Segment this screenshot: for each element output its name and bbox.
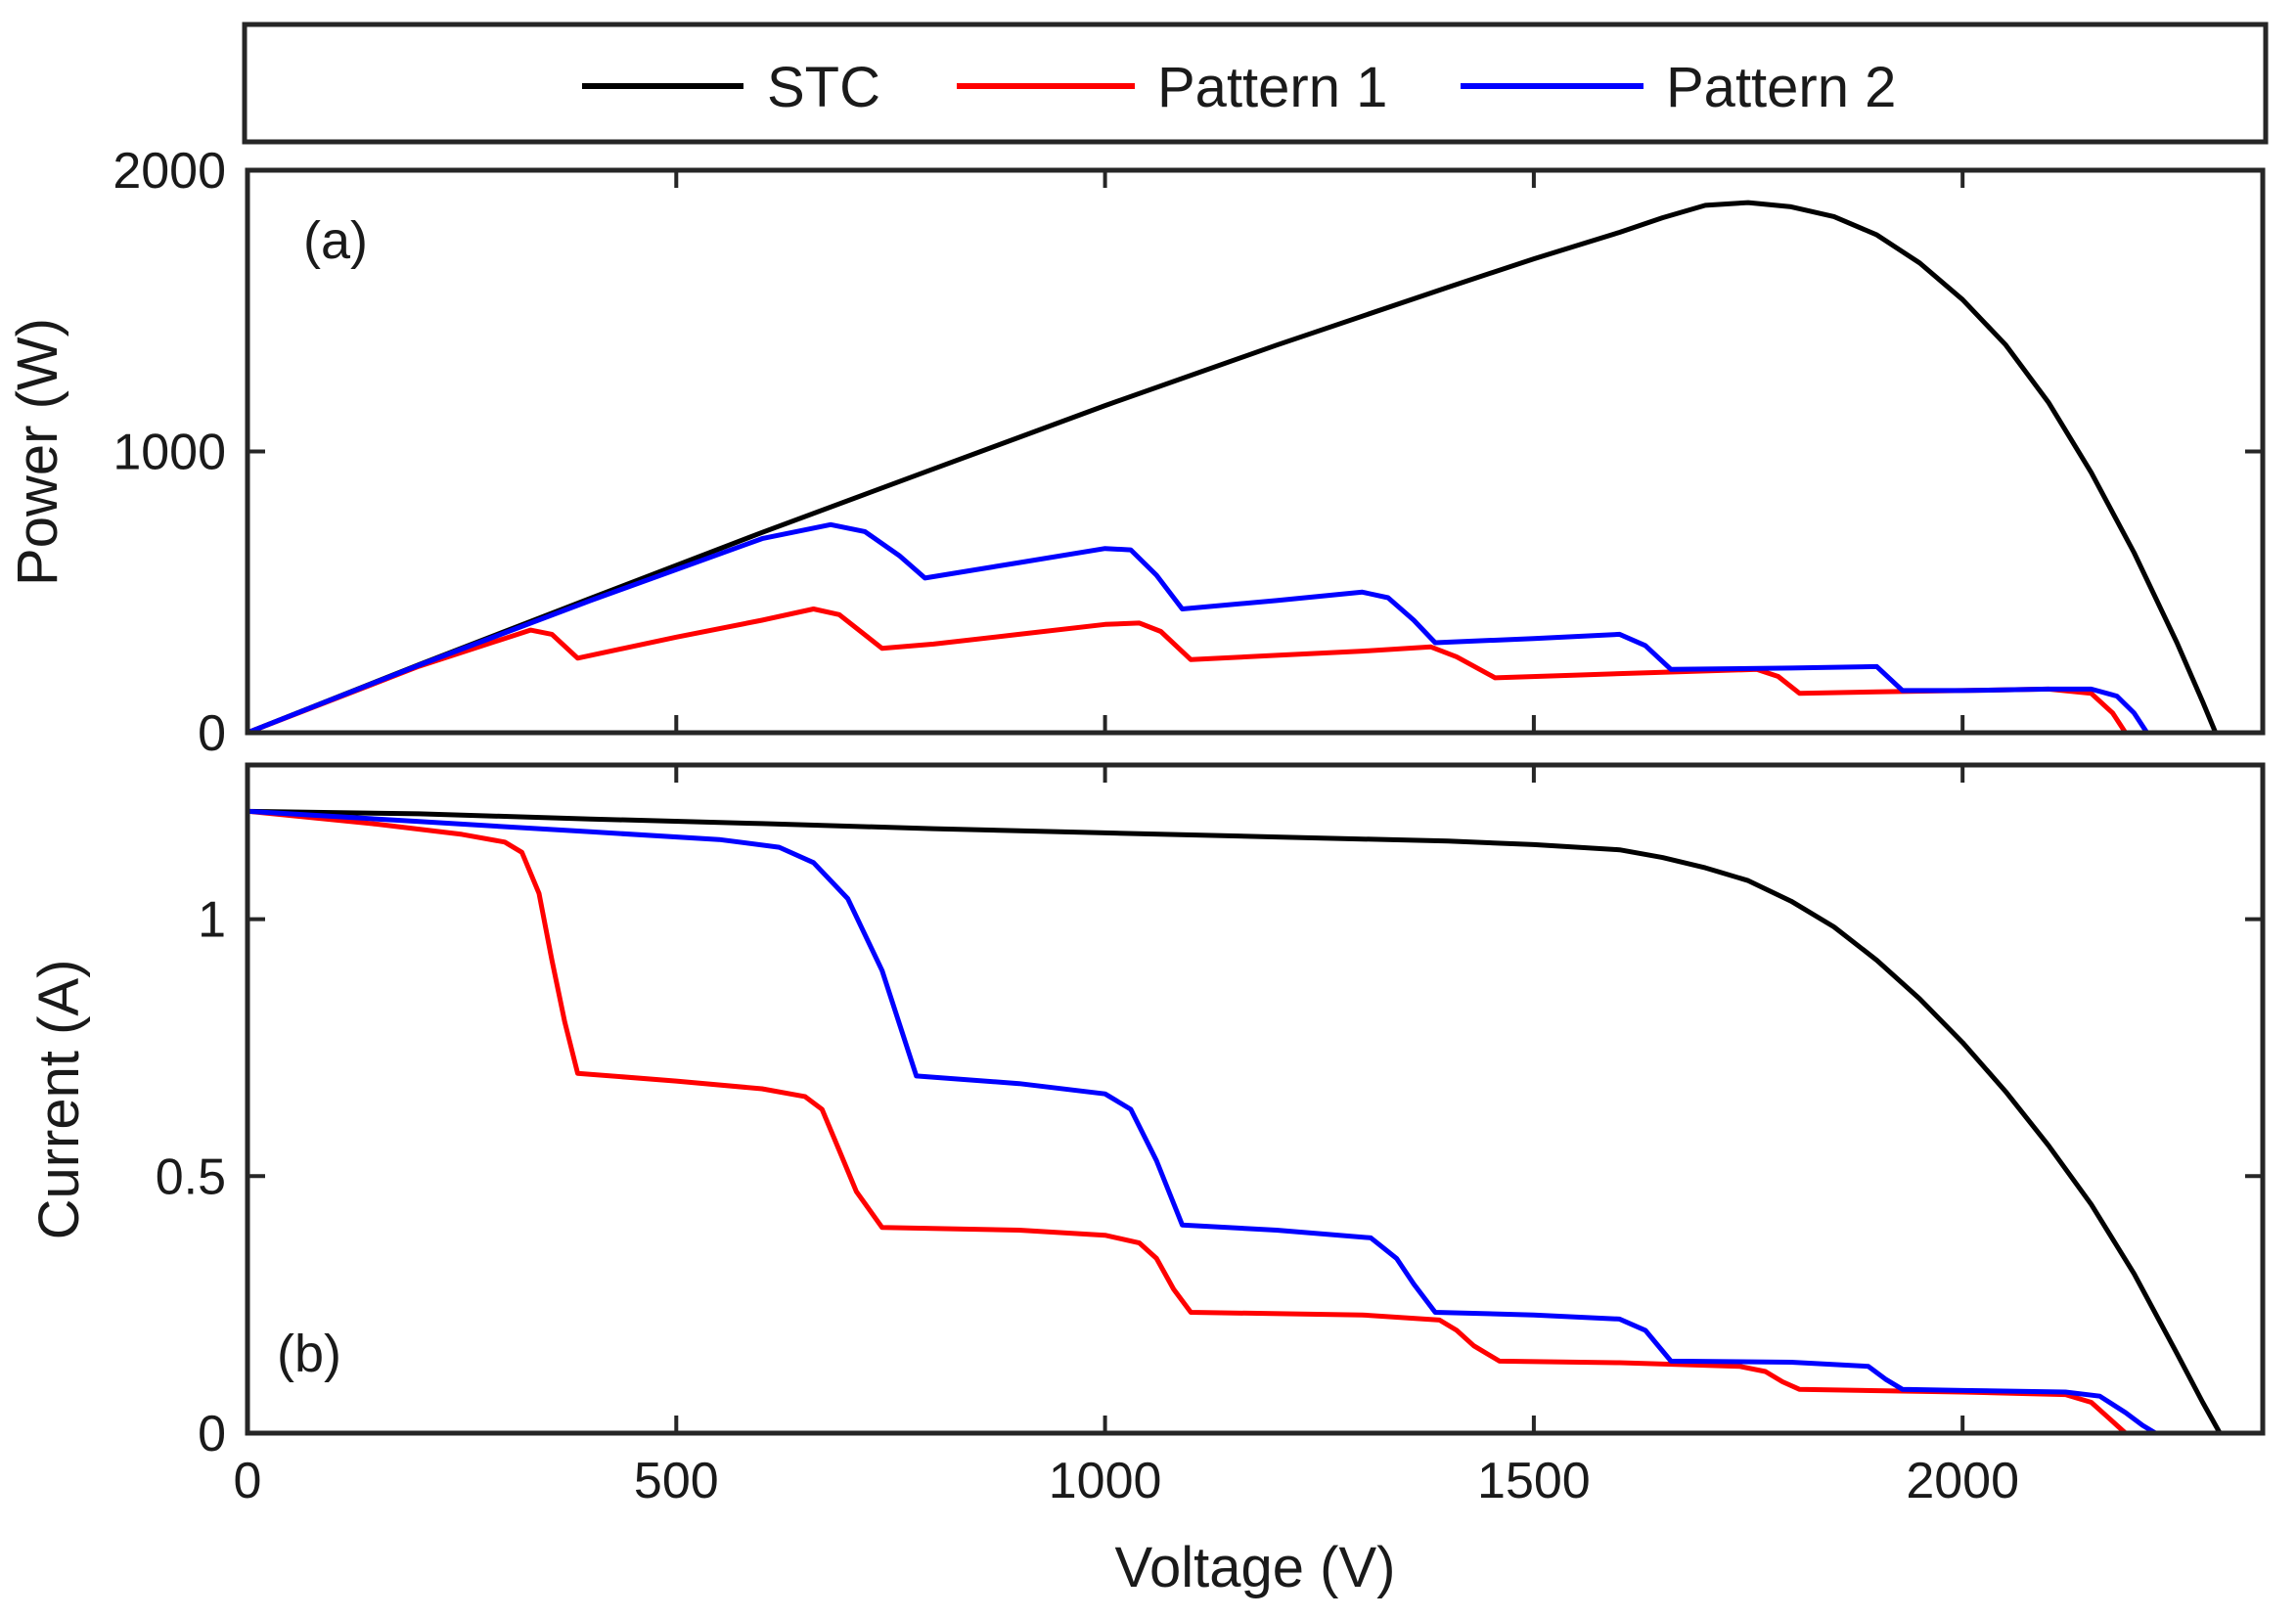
power-y-tick-label: 0: [198, 705, 226, 762]
legend: STC Pattern 1 Pattern 2: [242, 22, 2269, 145]
legend-label-pattern-1: Pattern 1: [1157, 56, 1387, 119]
current-series-stc: [245, 808, 2223, 1436]
current-plot-frame: [245, 762, 2266, 1436]
x-tick-label: 0: [234, 1453, 262, 1509]
power-series-pattern-1: [245, 607, 2129, 736]
voltage-x-axis-label: Voltage (V): [1115, 1536, 1396, 1599]
power-plot-frame: [245, 167, 2266, 736]
panel-tag-a: (a): [303, 211, 368, 270]
legend-box: [242, 22, 2269, 145]
power-series-pattern-2: [245, 521, 2150, 736]
current-y-tick-label: 0: [198, 1406, 226, 1462]
panel-tag-b: (b): [277, 1325, 341, 1383]
current-series-pattern-1: [245, 808, 2129, 1436]
current-y-axis-label: Current (A): [27, 960, 91, 1240]
current-y-tick-label: 1: [198, 892, 226, 949]
power-series-lines: [245, 200, 2219, 736]
current-series-lines: [245, 808, 2223, 1436]
current-panel: 0 500 1000 1500 2000 0 0.5 1 (b) Current (A) Vo…: [27, 762, 2266, 1599]
power-y-tick-label: 1000: [113, 425, 226, 481]
power-y-tick-label: 2000: [113, 143, 226, 200]
x-tick-label: 2000: [1906, 1453, 2019, 1509]
x-tick-label: 500: [634, 1453, 719, 1509]
current-y-tick-label: 0.5: [156, 1148, 226, 1205]
x-tick-label: 1500: [1477, 1453, 1591, 1509]
x-tick-label: 1000: [1049, 1453, 1162, 1509]
power-series-stc: [245, 200, 2219, 736]
power-y-axis-label: Power (W): [6, 318, 69, 586]
current-axis-ticks: 0 500 1000 1500 2000 0 0.5 1: [156, 765, 2263, 1509]
legend-label-pattern-2: Pattern 2: [1666, 56, 1896, 119]
power-panel: 0 1000 2000 (a) Power (W): [6, 143, 2266, 762]
current-series-pattern-2: [245, 808, 2158, 1436]
power-axis-ticks: 0 1000 2000: [113, 143, 2263, 762]
legend-label-stc: STC: [767, 56, 880, 119]
